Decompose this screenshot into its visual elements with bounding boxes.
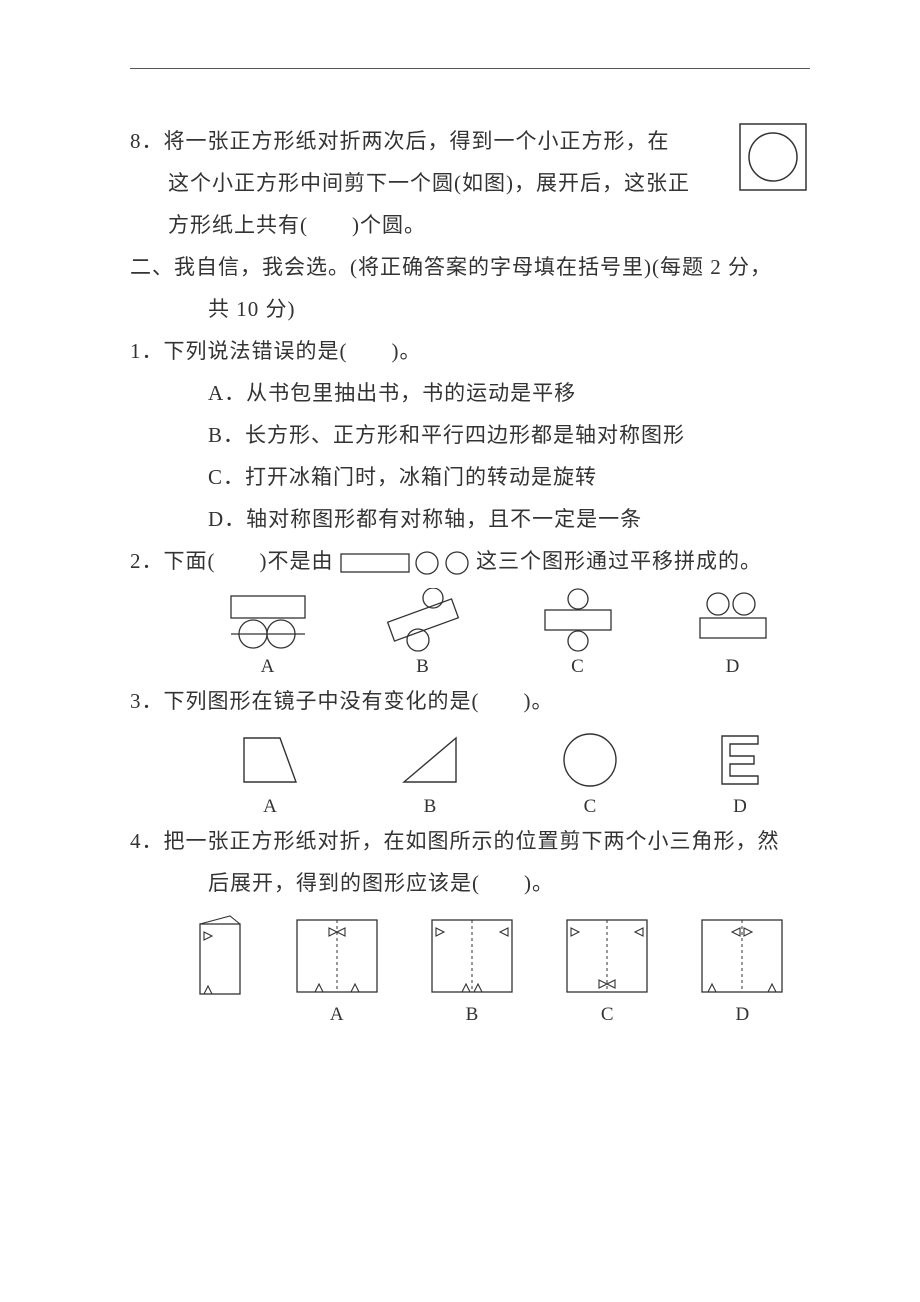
s2q4-optC: C [559, 910, 655, 1026]
s2q2-stem: 2．下面( )不是由 这三个图形通过平移拼成的。 [130, 540, 810, 582]
s2q4-optA: A [289, 910, 385, 1026]
s2q3-stem: 3．下列图形在镜子中没有变化的是( )。 [130, 680, 810, 722]
s2q2-labelA: A [223, 656, 313, 678]
s2q4-labelC: C [559, 1004, 655, 1026]
s2q1-optA: A．从书包里抽出书，书的运动是平移 [130, 372, 810, 414]
header-rule [130, 68, 810, 69]
s2q2-figD-icon [688, 588, 778, 652]
s2q4-l1: 4．把一张正方形纸对折，在如图所示的位置剪下两个小三角形，然 [130, 820, 810, 862]
s2q2-labelD: D [688, 656, 778, 678]
s2q1-stem: 1．下列说法错误的是( )。 [130, 330, 810, 372]
folded-paper-icon [190, 910, 250, 1000]
s2q3-optD: D [710, 728, 770, 818]
s2q2-options: A B C D [190, 588, 810, 678]
s2q4-labelB: B [424, 1004, 520, 1026]
q8-line3: 方形纸上共有( )个圆。 [130, 204, 728, 246]
q8-figure [736, 120, 810, 194]
s2q4-stemfig-spacer [190, 1004, 250, 1026]
circle-icon [550, 728, 630, 792]
square-circle-icon [736, 120, 810, 194]
s2q1-optC: C．打开冰箱门时，冰箱门的转动是旋转 [130, 456, 810, 498]
s2q4-labelD: D [694, 1004, 790, 1026]
s2q4-optD: D [694, 910, 790, 1026]
q8-text: 8．将一张正方形纸对折两次后，得到一个小正方形，在 这个小正方形中间剪下一个圆(… [130, 120, 728, 246]
s2q3-labelA: A [230, 796, 310, 818]
s2q1-optB: B．长方形、正方形和平行四边形都是轴对称图形 [130, 414, 810, 456]
s2q4-optB: B [424, 910, 520, 1026]
s2q2-inline-shapes [340, 550, 470, 576]
s2q2-labelB: B [378, 656, 468, 678]
q8-line2: 这个小正方形中间剪下一个圆(如图)，展开后，这张正 [130, 162, 728, 204]
s2q2-figC-icon [533, 588, 623, 652]
section2-title-l1: 二、我自信，我会选。(将正确答案的字母填在括号里)(每题 2 分， [130, 246, 810, 288]
s2q3-labelB: B [390, 796, 470, 818]
s2q3-optC: C [550, 728, 630, 818]
circle-icon [414, 550, 440, 576]
s2q2-optD: D [688, 588, 778, 678]
s2q4-options: A B C [170, 910, 810, 1026]
s2q3-optB: B [390, 728, 470, 818]
s2q3-optA: A [230, 728, 310, 818]
trapezoid-icon [230, 728, 310, 792]
s2q2-stem-b: 这三个图形通过平移拼成的。 [476, 549, 762, 573]
s2q2-figB-icon [378, 588, 468, 652]
rectangle-icon [340, 550, 410, 576]
s2q2-labelC: C [533, 656, 623, 678]
s2q2-figA-icon [223, 588, 313, 652]
circle-icon [444, 550, 470, 576]
s2q3-labelD: D [710, 796, 770, 818]
s2q4-labelA: A [289, 1004, 385, 1026]
s2q2-optA: A [223, 588, 313, 678]
s2q4-l2: 后展开，得到的图形应该是( )。 [130, 862, 810, 904]
s2q1-optD: D．轴对称图形都有对称轴，且不一定是一条 [130, 498, 810, 540]
s2q3-options: A B C D [190, 728, 810, 818]
q8-line1: 8．将一张正方形纸对折两次后，得到一个小正方形，在 [130, 120, 728, 162]
right-triangle-icon [390, 728, 470, 792]
s2q4-figB-icon [424, 910, 520, 1000]
q8: 8．将一张正方形纸对折两次后，得到一个小正方形，在 这个小正方形中间剪下一个圆(… [130, 120, 810, 246]
letter-e-icon [710, 728, 770, 792]
s2q4-figC-icon [559, 910, 655, 1000]
page: 8．将一张正方形纸对折两次后，得到一个小正方形，在 这个小正方形中间剪下一个圆(… [0, 0, 920, 1302]
s2q2-optC: C [533, 588, 623, 678]
s2q4-figD-icon [694, 910, 790, 1000]
section2-title-l2: 共 10 分) [130, 288, 810, 330]
s2q2-stem-a: 2．下面( )不是由 [130, 549, 334, 573]
s2q3-labelC: C [550, 796, 630, 818]
s2q2-optB: B [378, 588, 468, 678]
s2q4-figA-icon [289, 910, 385, 1000]
s2q4-stemfig [190, 910, 250, 1026]
